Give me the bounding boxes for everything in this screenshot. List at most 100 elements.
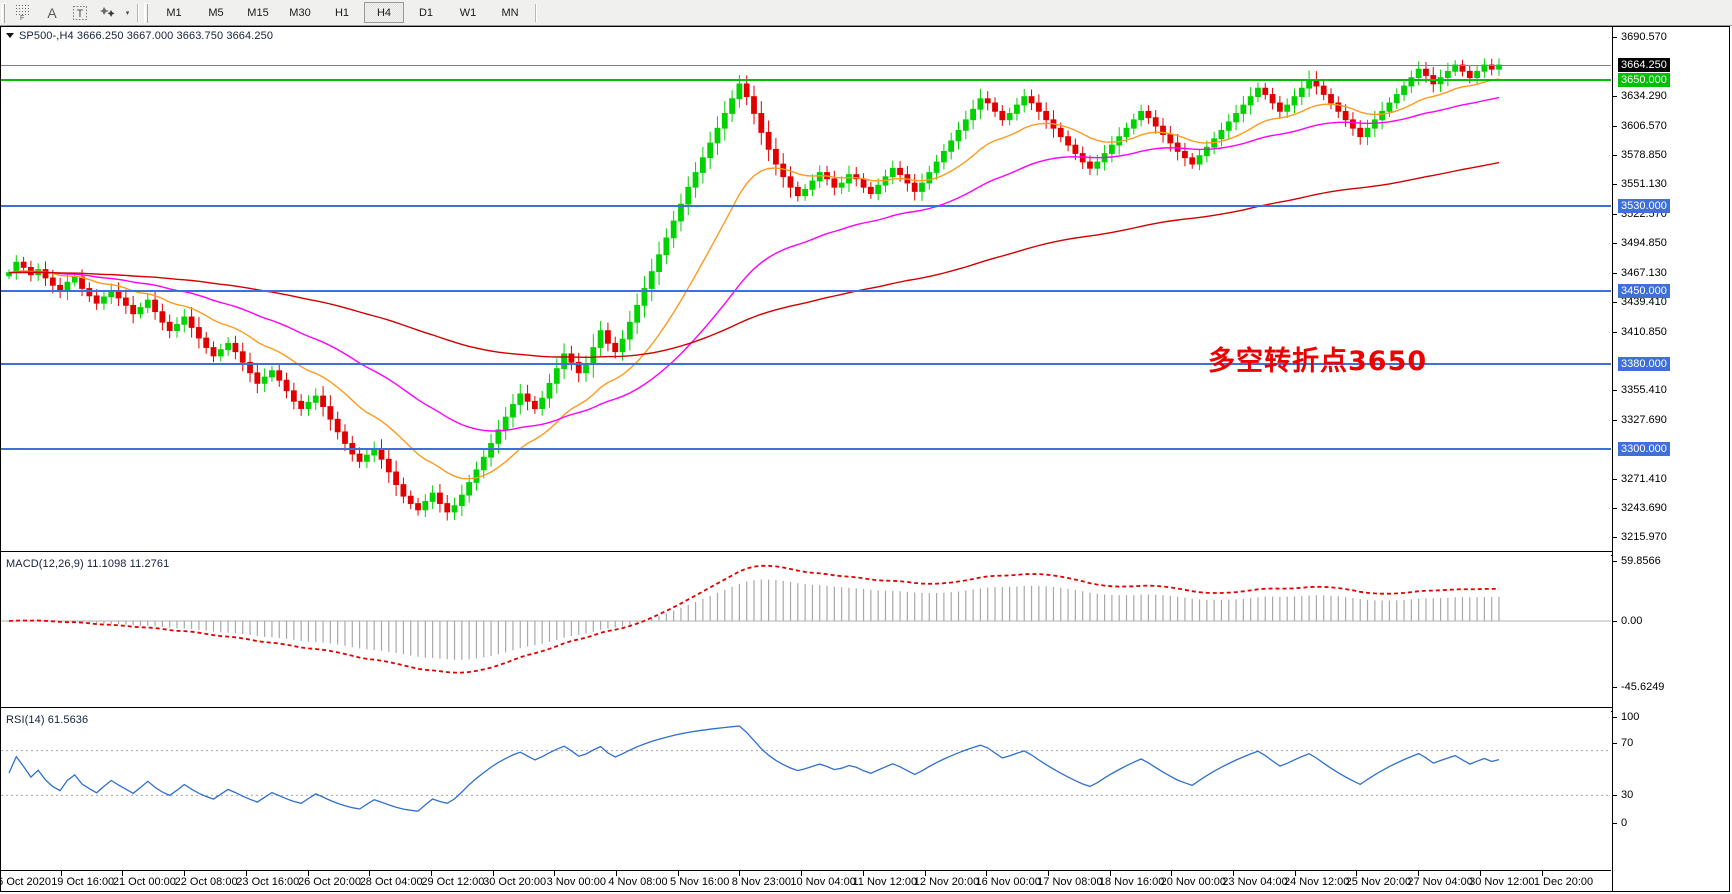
candlestick[interactable] xyxy=(1094,161,1101,169)
candlestick[interactable] xyxy=(1481,64,1488,72)
level-price-tag[interactable]: 3300.000 xyxy=(1618,441,1670,456)
candlestick[interactable] xyxy=(1123,127,1130,138)
candlestick[interactable] xyxy=(122,297,129,306)
candlestick[interactable] xyxy=(1057,127,1064,138)
candlestick[interactable] xyxy=(1240,104,1247,114)
candlestick[interactable] xyxy=(1423,68,1429,76)
horizontal-level-line[interactable] xyxy=(1,447,1611,450)
candlestick[interactable] xyxy=(188,316,195,328)
candlestick[interactable] xyxy=(1393,94,1400,104)
candlestick[interactable] xyxy=(787,176,794,188)
candlestick[interactable] xyxy=(196,327,202,339)
candlestick[interactable] xyxy=(429,492,436,502)
candlestick[interactable] xyxy=(889,167,896,178)
candlestick[interactable] xyxy=(407,495,414,504)
timeframe-m1[interactable]: M1 xyxy=(166,6,182,19)
candlestick[interactable] xyxy=(1408,77,1415,87)
level-price-tag[interactable]: 3380.000 xyxy=(1618,357,1670,372)
objects-dropdown-arrow-icon[interactable]: ▾ xyxy=(125,9,130,17)
candlestick[interactable] xyxy=(1452,64,1459,72)
candlestick[interactable] xyxy=(1364,127,1371,138)
candlestick[interactable] xyxy=(79,276,85,289)
candlestick[interactable] xyxy=(999,110,1006,121)
candlestick[interactable] xyxy=(583,363,589,374)
candlestick[interactable] xyxy=(597,330,604,348)
level-price-tag[interactable]: 3450.000 xyxy=(1618,283,1670,298)
chart-frame[interactable]: SP500-,H4 3666.250 3667.000 3663.750 366… xyxy=(0,26,1730,892)
candlestick[interactable] xyxy=(780,163,787,178)
price-scale[interactable]: 3690.570 3634.290 3606.570 3578.850 3551.130… xyxy=(1612,27,1729,891)
candlestick[interactable] xyxy=(1021,96,1028,106)
candlestick[interactable] xyxy=(437,492,443,504)
candlestick[interactable] xyxy=(575,361,582,374)
candlestick[interactable] xyxy=(1357,127,1364,138)
candlestick[interactable] xyxy=(1182,151,1188,159)
candlestick[interactable] xyxy=(970,108,977,121)
candlestick[interactable] xyxy=(298,400,305,410)
timeframe-h4[interactable]: H4 xyxy=(364,2,404,23)
candlestick[interactable] xyxy=(203,337,210,348)
candlestick[interactable] xyxy=(1196,155,1203,165)
candlestick[interactable] xyxy=(232,342,239,353)
candlestick[interactable] xyxy=(1108,144,1115,154)
candlestick[interactable] xyxy=(1444,70,1451,79)
candlestick[interactable] xyxy=(473,469,480,483)
candlestick[interactable] xyxy=(1284,104,1291,112)
candlestick[interactable] xyxy=(1233,113,1239,123)
candlestick[interactable] xyxy=(290,390,297,402)
chart-caret-icon[interactable] xyxy=(6,32,14,38)
candlestick[interactable] xyxy=(1145,110,1152,119)
candlestick[interactable] xyxy=(531,400,538,410)
candlestick[interactable] xyxy=(729,98,735,114)
candlestick[interactable] xyxy=(254,372,261,384)
candlestick[interactable] xyxy=(590,347,597,365)
candlestick[interactable] xyxy=(1225,121,1232,131)
candlestick[interactable] xyxy=(422,501,429,511)
candlestick[interactable] xyxy=(867,186,874,194)
candlestick[interactable] xyxy=(678,203,684,222)
timeframe-d1[interactable]: D1 xyxy=(418,6,434,19)
candlestick[interactable] xyxy=(641,288,648,306)
candlestick[interactable] xyxy=(553,368,560,384)
candlestick[interactable] xyxy=(977,98,984,110)
toolbar-grip-timeframes[interactable] xyxy=(144,2,150,23)
candlestick[interactable] xyxy=(510,404,516,418)
candlestick[interactable] xyxy=(101,296,107,304)
candlestick[interactable] xyxy=(239,351,246,363)
candlestick[interactable] xyxy=(363,454,370,462)
candlestick[interactable] xyxy=(853,174,860,180)
candlestick[interactable] xyxy=(342,431,348,444)
candlestick[interactable] xyxy=(743,83,750,97)
candlestick[interactable] xyxy=(626,321,633,340)
candlestick[interactable] xyxy=(838,182,845,188)
candlestick[interactable] xyxy=(1043,110,1050,121)
candlestick[interactable] xyxy=(1350,119,1356,129)
candlestick[interactable] xyxy=(1306,79,1312,89)
candlestick[interactable] xyxy=(502,416,509,431)
candlestick[interactable] xyxy=(1152,117,1159,127)
candlestick[interactable] xyxy=(1401,85,1407,95)
candlestick[interactable] xyxy=(1262,87,1269,95)
candlestick[interactable] xyxy=(751,96,757,114)
candlestick[interactable] xyxy=(480,456,487,471)
candlestick[interactable] xyxy=(458,494,465,507)
candlestick[interactable] xyxy=(159,311,166,323)
timeframe-m15[interactable]: M15 xyxy=(247,6,269,19)
horizontal-level-line[interactable] xyxy=(1,78,1611,81)
candlestick[interactable] xyxy=(897,167,903,176)
candlestick[interactable] xyxy=(605,330,611,344)
candlestick[interactable] xyxy=(1459,64,1466,72)
candlestick[interactable] xyxy=(1218,129,1225,140)
candlestick[interactable] xyxy=(1298,87,1305,97)
candlestick[interactable] xyxy=(546,382,553,399)
candlestick[interactable] xyxy=(356,453,363,462)
candlestick[interactable] xyxy=(137,307,144,315)
candlestick[interactable] xyxy=(1371,119,1378,129)
candlestick[interactable] xyxy=(327,406,334,420)
candlestick[interactable] xyxy=(144,299,151,308)
candlestick[interactable] xyxy=(568,353,575,363)
candlestick[interactable] xyxy=(1160,125,1166,135)
candlestick[interactable] xyxy=(400,484,407,497)
macd-pane[interactable] xyxy=(1,555,1611,707)
symbol-header[interactable]: SP500-,H4 3666.250 3667.000 3663.750 366… xyxy=(6,30,273,42)
